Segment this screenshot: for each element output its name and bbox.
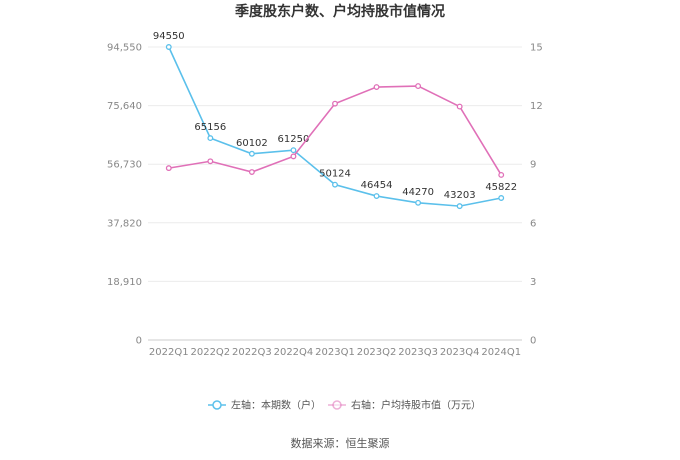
x-tick-label: 2023Q3 <box>398 347 438 358</box>
data-label: 61250 <box>278 134 310 145</box>
data-point[interactable] <box>207 135 214 142</box>
x-axis: 2022Q1 2022Q2 2022Q3 2022Q4 2023Q1 2023Q2 2023… <box>149 347 521 358</box>
data-point[interactable] <box>165 165 172 172</box>
left-axis: 0 18,910 37,820 56,730 75,640 94,550 <box>107 43 142 347</box>
data-label: 43203 <box>444 190 476 201</box>
data-label: 60102 <box>236 138 268 149</box>
right-tick-label: 12 <box>530 101 543 112</box>
data-point[interactable] <box>498 195 505 201</box>
left-tick-label: 18,910 <box>107 277 142 288</box>
data-point[interactable] <box>498 171 505 178</box>
legend-item-1[interactable]: 左轴：本期数（户） <box>208 399 321 412</box>
x-tick-label: 2023Q2 <box>357 347 397 358</box>
data-point[interactable] <box>373 193 380 199</box>
legend-marker <box>212 400 222 410</box>
data-label: 94550 <box>153 31 185 42</box>
data-point[interactable] <box>332 100 338 107</box>
right-tick-label: 6 <box>530 218 536 229</box>
legend[interactable]: 左轴：本期数（户） 右轴：户均持股市值（万元） <box>208 399 481 412</box>
legend-item-2[interactable]: 右轴：户均持股市值（万元） <box>328 399 481 412</box>
data-point[interactable] <box>456 103 463 110</box>
data-label: 46454 <box>361 180 393 191</box>
x-tick-label: 2022Q1 <box>149 347 189 358</box>
data-point[interactable] <box>207 158 214 165</box>
data-point[interactable] <box>248 169 255 175</box>
x-tick-label: 2023Q4 <box>440 347 480 358</box>
x-tick-label: 2022Q4 <box>274 347 314 358</box>
data-label: 45822 <box>485 182 517 193</box>
right-tick-label: 9 <box>530 160 536 171</box>
data-point[interactable] <box>290 147 297 154</box>
data-point[interactable] <box>332 181 338 188</box>
x-tick-label: 2024Q1 <box>481 347 521 358</box>
legend-label: 右轴：户均持股市值（万元） <box>351 399 481 412</box>
right-axis: 0 3 6 9 12 15 <box>530 43 543 347</box>
right-tick-label: 15 <box>530 43 543 54</box>
data-source: 数据来源：恒生聚源 <box>291 436 390 450</box>
x-tick-label: 2022Q3 <box>232 347 272 358</box>
left-tick-label: 94,550 <box>107 43 142 54</box>
legend-label: 左轴：本期数（户） <box>231 399 321 412</box>
left-tick-label: 56,730 <box>107 160 142 171</box>
data-point[interactable] <box>290 153 297 160</box>
left-tick-label: 75,640 <box>107 101 142 112</box>
data-point[interactable] <box>165 44 172 50</box>
data-point[interactable] <box>456 203 463 210</box>
legend-marker <box>332 400 342 410</box>
data-point[interactable] <box>373 84 380 90</box>
chart-title: 季度股东户数、户均持股市值情况 <box>234 3 445 20</box>
series-layer: 94550 65156 60102 61250 50124 46454 44270 43203… <box>153 31 517 210</box>
x-tick-label: 2022Q2 <box>190 347 230 358</box>
data-label: 65156 <box>194 122 226 133</box>
right-tick-label: 3 <box>530 277 536 288</box>
data-point[interactable] <box>248 150 255 157</box>
left-tick-label: 0 <box>136 336 142 347</box>
data-point[interactable] <box>415 83 422 90</box>
data-point[interactable] <box>415 199 422 206</box>
right-tick-label: 0 <box>530 336 536 347</box>
x-tick-label: 2023Q1 <box>315 347 355 358</box>
data-label: 50124 <box>319 169 351 180</box>
data-label: 44270 <box>402 187 434 198</box>
left-tick-label: 37,820 <box>107 218 142 229</box>
